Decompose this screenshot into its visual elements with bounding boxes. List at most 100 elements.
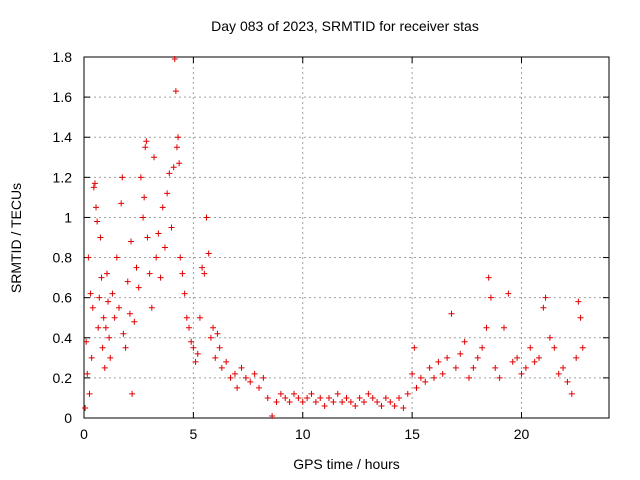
data-point xyxy=(312,398,319,405)
data-point xyxy=(317,394,324,401)
data-point xyxy=(339,398,346,405)
data-point xyxy=(260,374,267,381)
data-point xyxy=(210,324,217,331)
data-point xyxy=(505,290,512,297)
data-point xyxy=(444,354,451,361)
data-point xyxy=(286,398,293,405)
data-point xyxy=(470,364,477,371)
y-tick-label: 0 xyxy=(64,410,72,426)
data-point xyxy=(116,304,122,311)
plot-frame xyxy=(83,56,610,419)
data-point xyxy=(404,390,411,397)
data-point xyxy=(352,402,359,409)
y-tick-label: 1.8 xyxy=(53,49,73,65)
data-point xyxy=(540,304,547,311)
data-point xyxy=(509,358,516,365)
data-point xyxy=(282,394,289,401)
chart-title: Day 083 of 2023, SRMTID for receiver sta… xyxy=(211,18,479,34)
x-tick-label: 5 xyxy=(189,426,197,442)
data-point xyxy=(107,354,114,361)
y-tick-label: 0.8 xyxy=(53,250,73,266)
data-point xyxy=(177,254,184,261)
data-point xyxy=(99,344,106,351)
data-point xyxy=(84,370,91,377)
data-point xyxy=(496,374,503,381)
data-point xyxy=(170,164,177,171)
data-point xyxy=(256,384,262,391)
x-axis-label: GPS time / hours xyxy=(293,456,400,472)
data-point xyxy=(201,270,208,277)
data-point xyxy=(295,394,302,401)
data-point xyxy=(148,304,155,311)
data-point xyxy=(128,238,135,245)
data-point xyxy=(157,274,164,281)
data-point xyxy=(326,394,332,401)
data-point xyxy=(457,350,464,357)
data-point xyxy=(146,270,153,277)
x-tick-label: 15 xyxy=(404,426,420,442)
data-point xyxy=(143,138,150,145)
data-point xyxy=(382,394,389,401)
data-point xyxy=(374,398,381,405)
data-point xyxy=(273,398,280,405)
data-point xyxy=(91,180,98,187)
data-point xyxy=(426,364,433,371)
data-point xyxy=(161,244,168,251)
data-point xyxy=(95,324,102,331)
data-point xyxy=(378,402,385,409)
data-point xyxy=(87,290,94,297)
data-point xyxy=(483,324,490,331)
data-point xyxy=(522,364,529,371)
data-point xyxy=(168,224,175,231)
data-point xyxy=(396,394,402,401)
data-point xyxy=(238,364,245,371)
data-point xyxy=(277,390,284,397)
data-point xyxy=(96,294,103,301)
data-point xyxy=(172,88,179,95)
data-point xyxy=(205,250,212,257)
data-point xyxy=(536,354,542,361)
data-point xyxy=(518,370,525,377)
data-point xyxy=(82,404,89,411)
data-point xyxy=(124,278,131,285)
data-point xyxy=(231,370,238,377)
data-point xyxy=(531,358,538,365)
data-point xyxy=(435,358,442,365)
data-point xyxy=(119,174,126,181)
data-point xyxy=(86,390,93,397)
data-point xyxy=(140,214,147,221)
y-tick-label: 1 xyxy=(64,209,72,225)
data-point xyxy=(144,234,151,241)
data-point xyxy=(192,358,199,365)
y-tick-label: 1.4 xyxy=(53,129,73,145)
data-point xyxy=(417,374,424,381)
data-point xyxy=(422,378,429,385)
data-point xyxy=(501,324,507,331)
data-point xyxy=(85,254,92,261)
data-point xyxy=(347,398,354,405)
data-point xyxy=(109,290,116,297)
data-point xyxy=(97,234,104,241)
data-point xyxy=(111,314,118,321)
data-point xyxy=(560,364,567,371)
data-point xyxy=(461,338,468,345)
data-point xyxy=(409,370,416,377)
data-point xyxy=(308,390,315,397)
data-point xyxy=(527,344,534,351)
y-tick-label: 0.4 xyxy=(53,330,73,346)
data-point xyxy=(93,204,100,211)
data-point xyxy=(479,344,486,351)
data-point xyxy=(555,370,562,377)
data-point xyxy=(223,358,230,365)
data-point xyxy=(321,402,328,409)
data-point xyxy=(196,314,203,321)
data-point xyxy=(247,378,254,385)
data-point xyxy=(131,318,138,325)
data-point xyxy=(577,314,584,321)
data-point xyxy=(155,230,162,237)
data-point xyxy=(542,294,549,301)
data-point xyxy=(129,390,136,397)
data-point xyxy=(514,354,521,361)
data-point xyxy=(413,384,420,391)
